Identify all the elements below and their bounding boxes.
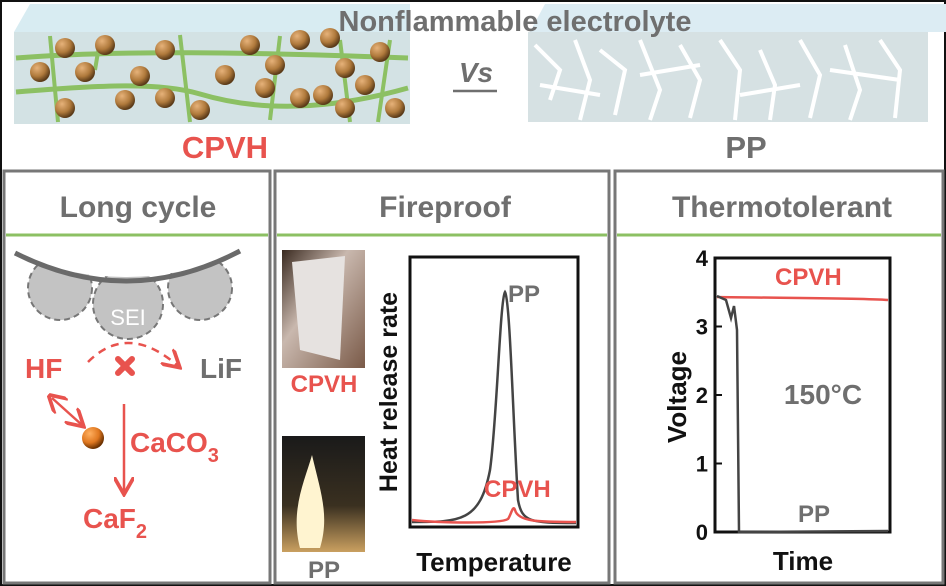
particle-icon (265, 55, 285, 75)
voltage-cpvh-label: CPVH (775, 264, 842, 291)
voltage-y-axis-label: Voltage (662, 351, 692, 443)
photo-cpvh-label: CPVH (291, 371, 358, 398)
sei-label: SEI (110, 305, 145, 330)
particle-icon (130, 66, 150, 86)
particle-icon (155, 88, 175, 108)
particle-icon (320, 28, 340, 48)
header-title: Nonflammable electrolyte (339, 6, 692, 38)
voltage-x-axis-label: Time (773, 546, 833, 576)
cpvh-hrr-curve (411, 507, 577, 524)
voltage-plot-area (713, 256, 892, 534)
particle-icon (190, 100, 210, 120)
hrr-plot-area (408, 255, 580, 529)
particle-icon (215, 65, 235, 85)
pp-membrane-illustration (528, 4, 946, 122)
voltage-y-tick: 2 (696, 383, 708, 408)
hf-label: HF (25, 353, 62, 384)
panel-frames (2, 169, 945, 585)
voltage-y-tick: 1 (696, 452, 708, 477)
lif-label: LiF (200, 353, 242, 384)
blocked-reaction-arrow (87, 341, 178, 366)
particle-icon (355, 75, 375, 95)
pp-hrr-curve (411, 289, 577, 525)
particle-icon (290, 30, 310, 50)
temperature-label: 150°C (784, 379, 862, 410)
voltage-y-tick: 0 (696, 520, 708, 545)
panel-title-long-cycle: Long cycle (60, 191, 217, 224)
particle-icon (155, 40, 175, 60)
particle-icon (75, 62, 95, 82)
particle-icon (370, 42, 390, 62)
pp-burn-photo (282, 436, 365, 552)
cpvh-label: CPVH (182, 130, 268, 165)
cpvh-sheet (292, 256, 345, 360)
cpvh-voltage-curve (716, 295, 889, 302)
panel-title-thermotolerant: Thermotolerant (672, 191, 892, 224)
particle-icon (115, 90, 135, 110)
particle-icon (55, 38, 75, 58)
voltage-y-tick: 4 (696, 246, 709, 271)
caf2-label: CaF2 (83, 503, 147, 543)
particle-icon (335, 98, 355, 118)
sei-illustration: SEI (13, 248, 242, 340)
particle-icon (55, 98, 75, 118)
voltage-y-tick: 3 (696, 315, 708, 340)
hrr-y-axis-label: Heat release rate (375, 292, 403, 492)
particle-icon (290, 88, 310, 108)
vs-label: Vs (459, 57, 493, 88)
pp-voltage-curve (716, 294, 889, 534)
pp-label: PP (725, 130, 766, 165)
flame-icon (296, 455, 325, 548)
caco3-label: CaCO3 (130, 427, 219, 467)
particle-icon (30, 62, 50, 82)
panel-title-fireproof: Fireproof (379, 191, 512, 224)
caco3-particle-icon (82, 427, 104, 449)
particle-icon (240, 35, 260, 55)
cpvh-membrane-illustration (14, 4, 410, 124)
photo-pp-label: PP (308, 557, 340, 584)
hrr-x-axis-label: Temperature (416, 547, 572, 577)
particle-icon (255, 78, 275, 98)
hf-capture-arrow (52, 398, 82, 425)
particle-icon (385, 98, 405, 118)
particle-icon (313, 85, 333, 105)
blocked-x-icon (115, 356, 135, 376)
voltage-pp-label: PP (798, 501, 830, 528)
particle-icon (95, 35, 115, 55)
particle-icon (335, 58, 355, 78)
hrr-pp-label: PP (508, 281, 540, 308)
hrr-cpvh-label: CPVH (484, 476, 551, 503)
